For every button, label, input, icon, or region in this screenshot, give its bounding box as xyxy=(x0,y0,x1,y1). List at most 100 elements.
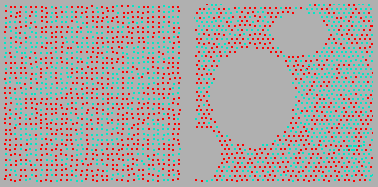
Point xyxy=(311,144,317,147)
Point xyxy=(362,179,368,182)
Point xyxy=(121,11,127,14)
Point xyxy=(130,16,136,19)
Point xyxy=(232,24,238,27)
Point xyxy=(367,55,373,58)
Point xyxy=(192,16,198,19)
Point xyxy=(280,170,287,173)
Point xyxy=(336,80,342,83)
Point xyxy=(215,16,222,19)
Point xyxy=(17,97,23,100)
Point xyxy=(28,153,34,156)
Point xyxy=(216,33,222,36)
Point xyxy=(310,152,316,155)
Point xyxy=(370,131,376,134)
Point xyxy=(170,168,176,171)
Point xyxy=(319,118,325,121)
Point xyxy=(319,76,325,79)
Point xyxy=(300,170,306,173)
Point xyxy=(317,106,323,109)
Point xyxy=(341,89,347,92)
Point xyxy=(194,72,200,75)
Point xyxy=(145,93,151,96)
Point xyxy=(151,168,157,171)
Point xyxy=(8,159,14,162)
Point xyxy=(171,173,177,176)
Point xyxy=(313,174,319,177)
Point xyxy=(105,31,111,34)
Point xyxy=(345,11,352,14)
Point xyxy=(12,118,18,121)
Point xyxy=(53,77,59,80)
Point xyxy=(64,71,70,74)
Point xyxy=(49,113,55,116)
Point xyxy=(43,168,50,171)
Point xyxy=(94,20,100,23)
Point xyxy=(295,161,301,164)
Point xyxy=(367,29,373,32)
Point xyxy=(253,33,259,36)
Point xyxy=(267,165,273,168)
Point xyxy=(293,112,299,115)
Point xyxy=(175,66,181,69)
Point xyxy=(333,118,339,121)
Point xyxy=(333,144,339,147)
Point xyxy=(197,7,203,10)
Point xyxy=(109,93,115,96)
Point xyxy=(341,179,347,182)
Point xyxy=(156,36,162,39)
Point xyxy=(144,179,150,182)
Point xyxy=(369,157,375,160)
Point xyxy=(69,20,75,23)
Point xyxy=(367,37,373,40)
Point xyxy=(206,95,212,98)
Point xyxy=(343,50,349,53)
Point xyxy=(94,127,100,130)
Point xyxy=(339,165,345,168)
Point xyxy=(222,50,228,53)
Point xyxy=(313,93,319,96)
Point xyxy=(356,3,362,6)
Point xyxy=(151,72,157,75)
Point xyxy=(100,153,106,156)
Point xyxy=(28,77,34,80)
Point xyxy=(314,76,320,79)
Point xyxy=(145,102,151,105)
Point xyxy=(321,88,327,91)
Point xyxy=(358,68,364,70)
Point xyxy=(317,11,323,14)
Point xyxy=(99,149,105,152)
Point xyxy=(125,102,132,105)
Point xyxy=(319,102,325,105)
Point xyxy=(346,161,352,164)
Point xyxy=(341,169,347,172)
Point xyxy=(109,20,115,23)
Point xyxy=(136,82,142,85)
Point xyxy=(17,127,23,130)
Point xyxy=(268,147,274,150)
Point xyxy=(119,4,125,7)
Point xyxy=(293,86,299,89)
Point xyxy=(270,46,276,49)
Point xyxy=(88,148,94,151)
Point xyxy=(49,142,55,145)
Point xyxy=(293,68,299,71)
Point xyxy=(288,165,294,168)
Point xyxy=(280,11,286,14)
Point xyxy=(341,64,347,67)
Point xyxy=(220,25,226,28)
Point xyxy=(228,20,234,23)
Point xyxy=(201,77,208,80)
Point xyxy=(125,25,131,28)
Point xyxy=(135,123,141,126)
Point xyxy=(228,12,234,15)
Point xyxy=(338,7,344,10)
Point xyxy=(333,165,339,168)
Point xyxy=(194,125,200,128)
Point xyxy=(166,163,172,166)
Point xyxy=(227,33,233,36)
Point xyxy=(237,15,243,18)
Point xyxy=(130,158,136,161)
Point xyxy=(301,97,307,100)
Point xyxy=(290,108,296,111)
Point xyxy=(306,152,312,155)
